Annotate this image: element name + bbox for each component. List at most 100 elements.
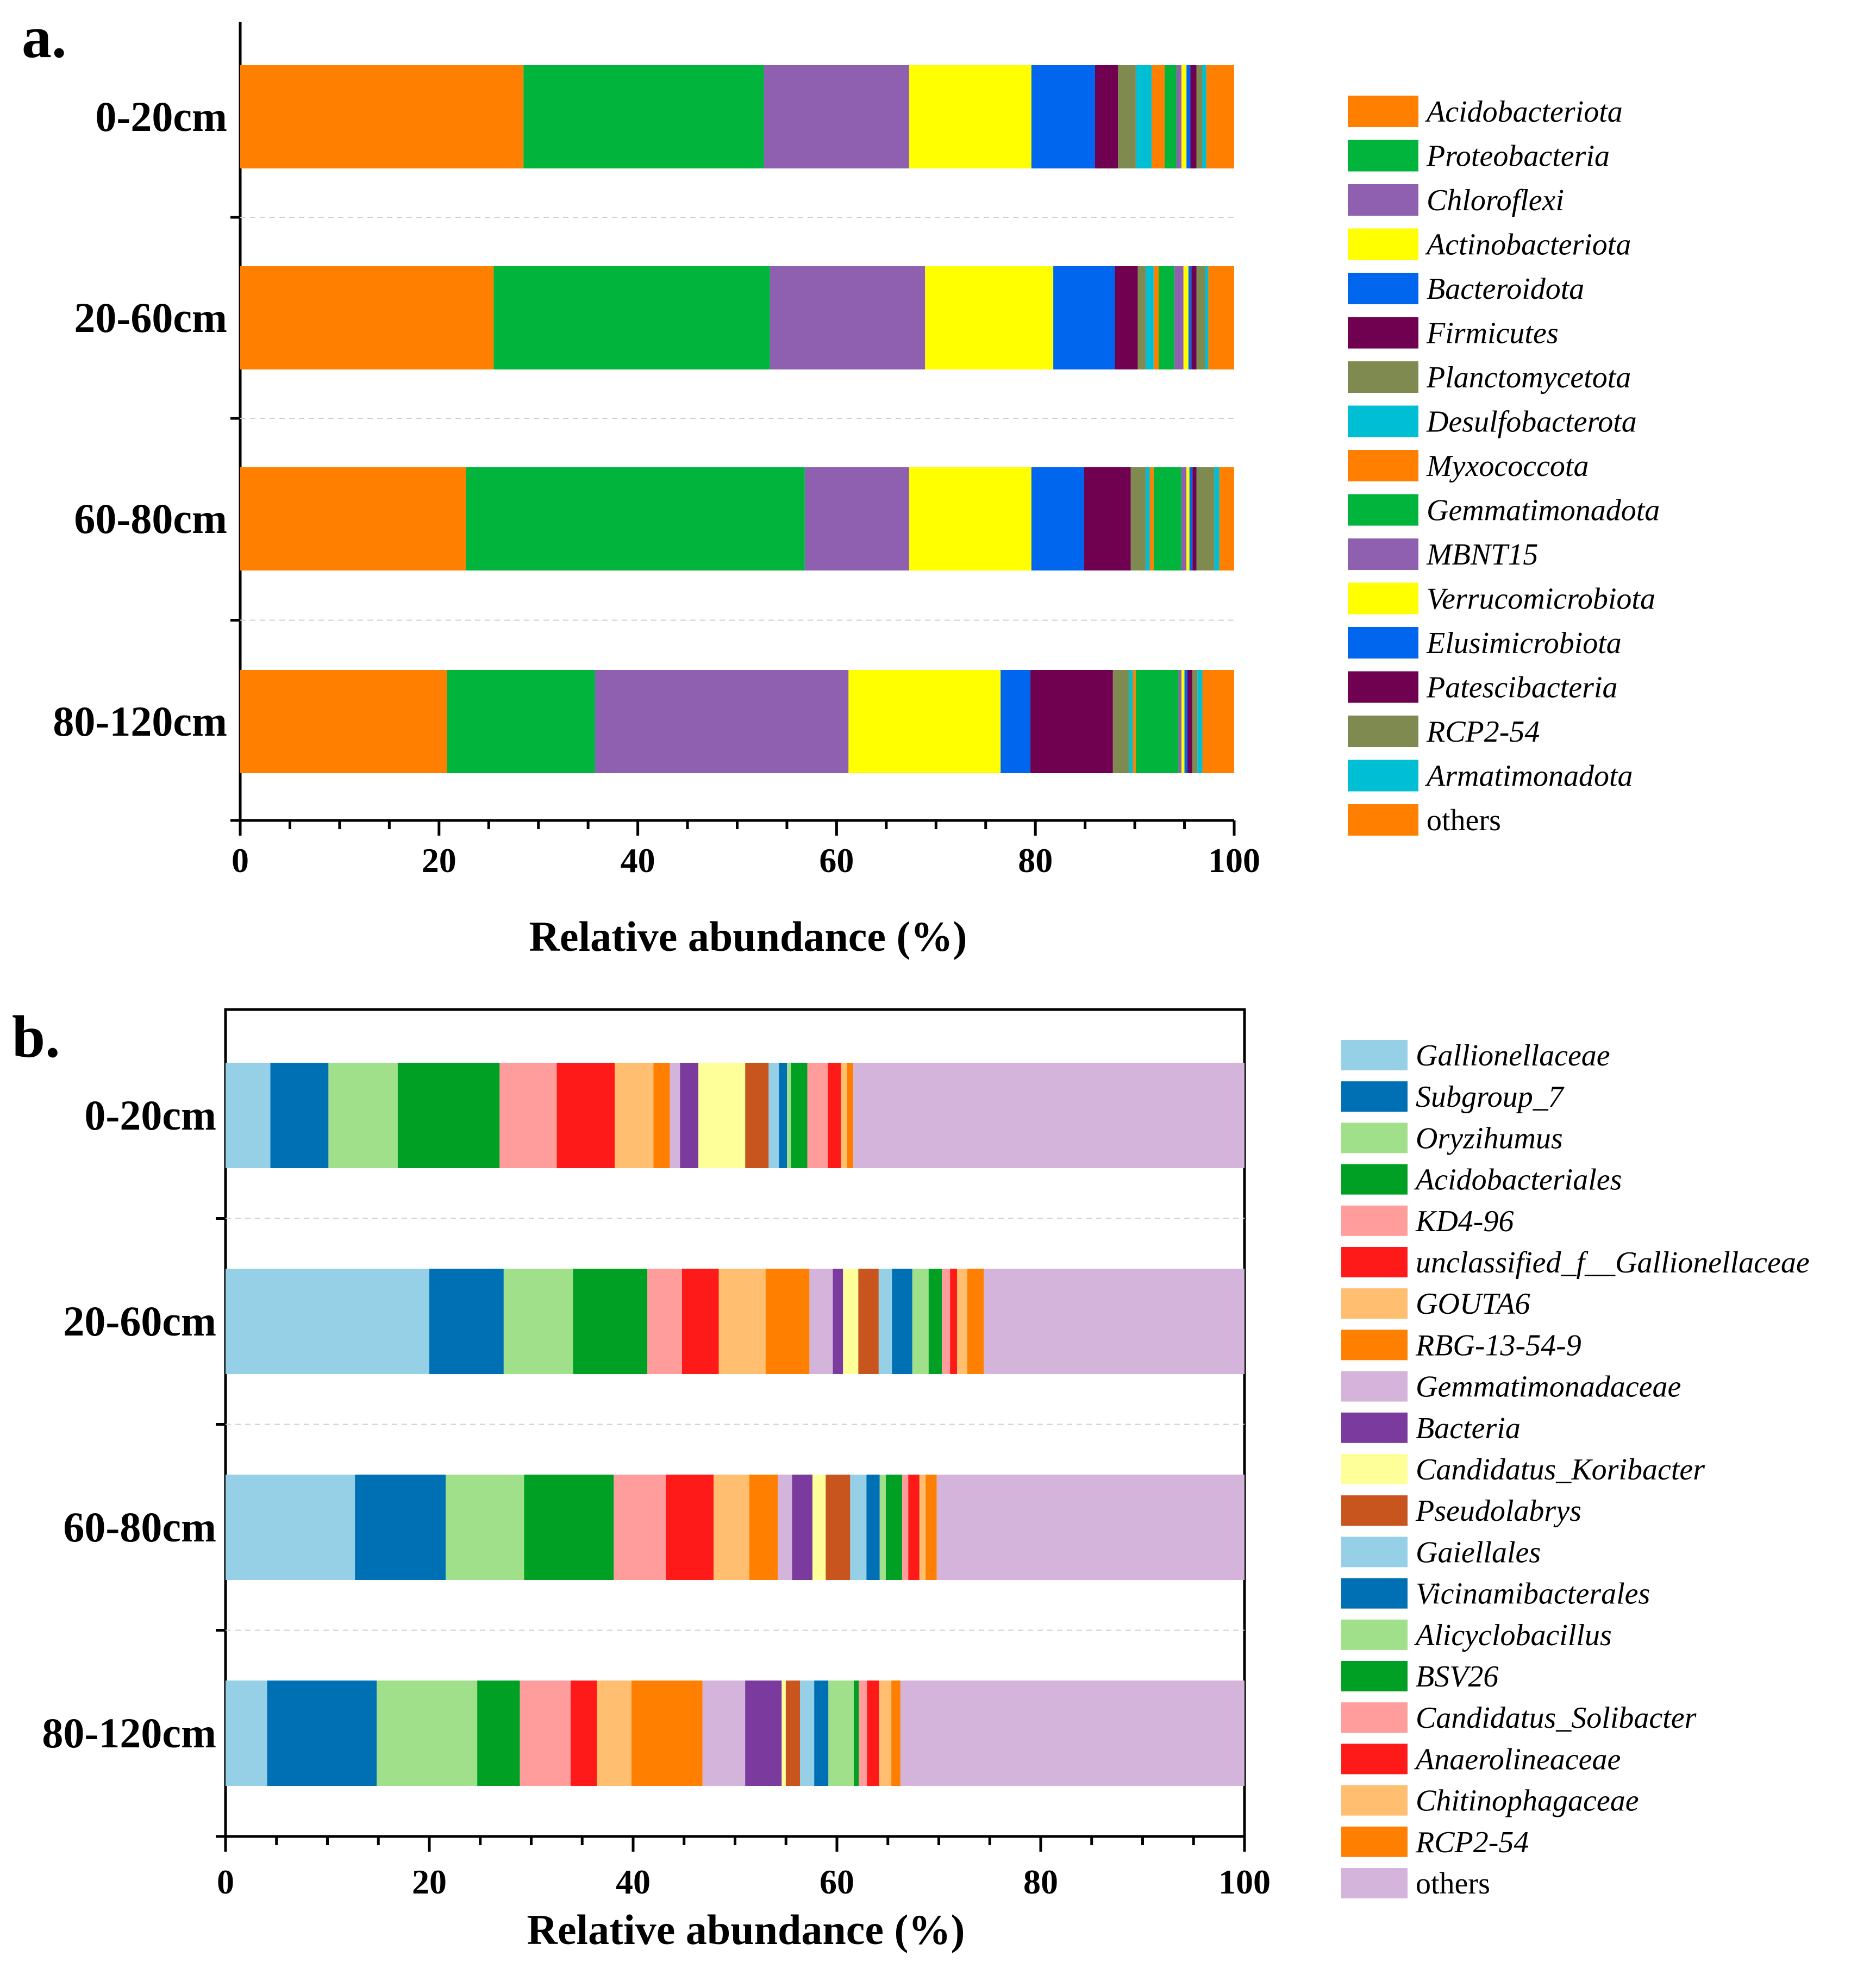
legend-label: Proteobacteria: [1426, 140, 1610, 173]
bar-segment: [892, 1269, 912, 1374]
bar-segment: [1053, 266, 1115, 369]
bar-segment: [936, 1475, 1245, 1580]
legend-label: Gemmatimonadaceae: [1416, 1370, 1681, 1404]
bar-segment: [1186, 65, 1191, 168]
legend-swatch: [1341, 1537, 1408, 1568]
legend-swatch: [1348, 140, 1418, 172]
x-tick-label: 40: [621, 841, 655, 880]
category-label: 60-80cm: [74, 495, 227, 542]
bar-segment: [807, 1063, 828, 1168]
bar-segment: [666, 1475, 714, 1580]
legend-label: Anaerolineaceae: [1414, 1742, 1621, 1776]
legend-label: Gallionellaceae: [1416, 1039, 1610, 1073]
bar-segment: [1152, 65, 1165, 168]
x-tick-label: 0: [217, 1863, 234, 1901]
bar-segment: [614, 1475, 666, 1580]
bar-segment: [503, 1269, 573, 1374]
x-tick-label: 60: [819, 841, 854, 880]
bar-segment: [791, 1063, 808, 1168]
bar-segment: [477, 1681, 520, 1786]
x-tick-label: 60: [820, 1863, 854, 1901]
x-tick-label: 100: [1218, 1863, 1271, 1901]
bar-segment: [804, 467, 909, 570]
bar-segment: [1196, 266, 1205, 369]
bar-segment: [1176, 65, 1182, 168]
bar-segment: [1158, 266, 1175, 369]
legend-swatch: [1348, 760, 1418, 792]
bar-segment: [1186, 467, 1190, 570]
bar-segment: [878, 1269, 892, 1374]
legend-label: Pseudolabrys: [1415, 1494, 1581, 1528]
legend-label: Gaiellales: [1416, 1535, 1541, 1569]
legend-label: Acidobacteriota: [1424, 95, 1623, 129]
bar-segment: [1181, 65, 1187, 168]
bar-segment: [524, 1475, 614, 1580]
bar-segment: [909, 467, 1031, 570]
legend-swatch: [1341, 1247, 1408, 1277]
bar-segment: [942, 1269, 950, 1374]
bar-segment: [499, 1063, 557, 1168]
bar-segment: [891, 1681, 901, 1786]
x-tick-label: 20: [412, 1863, 447, 1901]
bar-segment: [446, 1475, 524, 1580]
bar-segment: [1146, 467, 1150, 570]
legend-swatch: [1341, 1454, 1408, 1484]
bar-segment: [792, 1475, 812, 1580]
bar-segment: [912, 1269, 929, 1374]
bar-segment: [328, 1063, 398, 1168]
bar-segment: [833, 1269, 843, 1374]
legend-swatch: [1341, 1826, 1408, 1857]
legend-label: RCP2-54: [1426, 715, 1540, 749]
bar-segment: [1191, 266, 1197, 369]
bar-segment: [950, 1269, 958, 1374]
legend-swatch: [1341, 1578, 1408, 1609]
bar-segment: [493, 266, 770, 369]
legend-label: Candidatus_Koribacter: [1416, 1453, 1705, 1487]
bar-segment: [240, 266, 494, 369]
legend-label: Firmicutes: [1426, 317, 1559, 350]
bar-segment: [779, 1063, 787, 1168]
panel-a: a. 0 20 40 60 80 100 Relative abundance (%) 0-20…: [22, 4, 1660, 960]
bar-segment: [1135, 65, 1152, 168]
legend-swatch: [1341, 1661, 1408, 1691]
legend-swatch: [1348, 184, 1418, 216]
bar-segment: [765, 1269, 810, 1374]
bar-segment: [928, 1269, 942, 1374]
bar-segment: [1192, 670, 1198, 773]
bar-segment: [770, 266, 926, 369]
bar-segment: [597, 1681, 632, 1786]
bar-segment: [1214, 467, 1220, 570]
bar-segment: [866, 1475, 880, 1580]
legend-label: MBNT15: [1426, 538, 1538, 572]
bar-segment: [670, 1063, 680, 1168]
legend-label: Acidobacteriales: [1414, 1163, 1622, 1197]
bar-segment: [226, 1269, 429, 1374]
bar-segment: [1031, 65, 1095, 168]
x-tick-label: 20: [422, 841, 457, 880]
bar-segment: [967, 1269, 984, 1374]
legend-swatch: [1348, 317, 1418, 349]
bar-segment: [745, 1681, 782, 1786]
bar-segment: [1146, 266, 1154, 369]
bar-segment: [828, 1063, 841, 1168]
bar-segment: [745, 1063, 769, 1168]
x-tick-label: 0: [232, 841, 249, 880]
category-label: 20-60cm: [63, 1297, 216, 1345]
bar-segment: [1181, 467, 1187, 570]
panel-letter: a.: [22, 4, 67, 70]
bar-segment: [800, 1681, 815, 1786]
bar-segment: [615, 1063, 654, 1168]
bar-segment: [814, 1681, 829, 1786]
bar-segment: [1181, 670, 1185, 773]
bar-segment: [466, 467, 805, 570]
panel-letter: b.: [12, 1004, 60, 1070]
bar-segment: [1164, 65, 1177, 168]
bar-segment: [1084, 467, 1131, 570]
bar-segment: [778, 1475, 792, 1580]
legend-swatch: [1348, 405, 1418, 437]
legend-swatch: [1341, 1702, 1408, 1733]
bar-segment: [429, 1269, 504, 1374]
category-label: 80-120cm: [53, 698, 227, 745]
legend-swatch: [1348, 450, 1418, 481]
